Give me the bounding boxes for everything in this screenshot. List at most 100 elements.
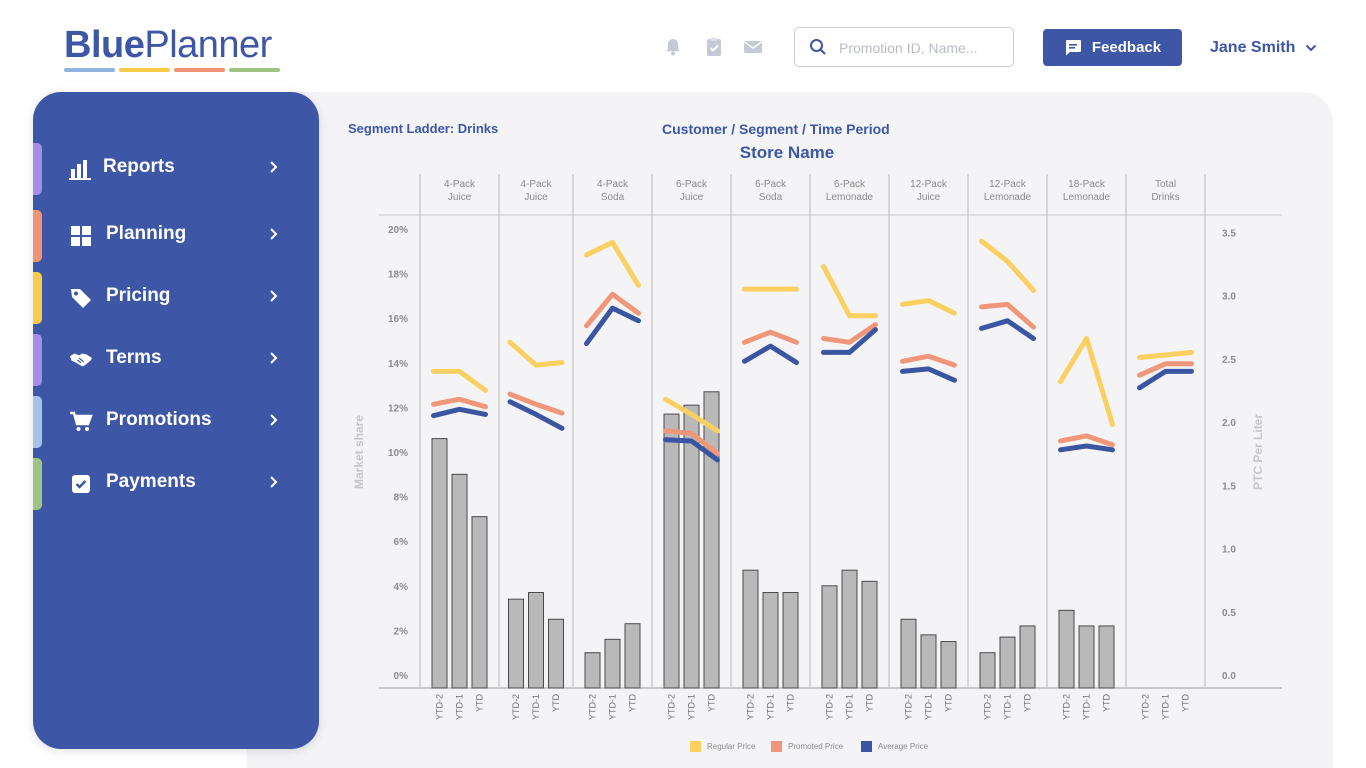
promoted-price-line bbox=[742, 329, 799, 345]
y-tick-right: 0.5 bbox=[1222, 608, 1236, 619]
y-tick-left: 20% bbox=[388, 225, 408, 236]
sidebar-item-pricing[interactable]: Pricing bbox=[33, 272, 319, 324]
market-share-bar bbox=[940, 641, 957, 689]
feedback-label: Feedback bbox=[1091, 39, 1162, 56]
search-input[interactable] bbox=[839, 37, 999, 59]
user-menu[interactable]: Jane Smith bbox=[1210, 38, 1317, 58]
feedback-button[interactable]: Feedback bbox=[1043, 29, 1182, 66]
store-title: Store Name bbox=[739, 143, 835, 162]
period-label: YTD bbox=[786, 693, 796, 712]
legend-swatch bbox=[690, 740, 701, 752]
period-label: YTD-1 bbox=[1003, 694, 1013, 720]
chevron-right-icon bbox=[270, 352, 278, 364]
period-label: YTD-1 bbox=[1161, 694, 1171, 720]
user-name: Jane Smith bbox=[1210, 39, 1296, 56]
promoted-price-line bbox=[1137, 361, 1194, 378]
promoted-price-line bbox=[584, 291, 641, 329]
chevron-right-icon bbox=[270, 228, 278, 240]
market-share-bar bbox=[471, 516, 488, 689]
chevron-right-icon bbox=[270, 476, 278, 488]
average-price-line bbox=[1058, 443, 1115, 453]
nav-accent bbox=[33, 210, 42, 262]
period-label: YTD bbox=[707, 693, 717, 712]
y-tick-left: 18% bbox=[388, 270, 408, 281]
checkbox-icon bbox=[72, 475, 90, 493]
chevron-right-icon bbox=[270, 290, 278, 302]
chevron-right-icon bbox=[270, 414, 278, 426]
group-header: 6-Pack bbox=[676, 179, 708, 190]
period-label: YTD bbox=[1102, 693, 1112, 712]
nav-accent bbox=[33, 334, 42, 386]
search-box[interactable] bbox=[794, 27, 1014, 67]
logo-bar bbox=[119, 68, 170, 72]
period-label: YTD-2 bbox=[511, 694, 521, 720]
clipboard-check-icon[interactable] bbox=[703, 36, 725, 58]
nav-accent bbox=[33, 396, 42, 448]
group-header: 4-Pack bbox=[597, 179, 629, 190]
market-share-bar bbox=[703, 391, 720, 689]
legend-item-regular: Regular Price bbox=[690, 740, 755, 752]
legend-swatch bbox=[771, 740, 782, 752]
sidebar-item-terms[interactable]: Terms bbox=[33, 334, 319, 386]
average-price-line bbox=[1137, 368, 1194, 391]
logo-bar bbox=[64, 68, 115, 72]
market-share-bar bbox=[1019, 625, 1036, 689]
legend-swatch bbox=[861, 740, 872, 752]
logo-color-bars bbox=[64, 68, 280, 72]
logo-bar bbox=[229, 68, 280, 72]
sidebar-item-reports[interactable]: Reports bbox=[33, 143, 319, 195]
app-logo[interactable]: BluePlanner bbox=[64, 24, 284, 76]
group-header: Total bbox=[1155, 179, 1176, 190]
average-price-line bbox=[507, 399, 565, 431]
grid-icon bbox=[71, 226, 91, 246]
chat-icon bbox=[1065, 40, 1081, 56]
period-label: YTD-2 bbox=[667, 694, 677, 720]
market-share-bar bbox=[821, 585, 838, 689]
market-share-bar bbox=[548, 618, 564, 689]
group-header: Lemonade bbox=[1063, 192, 1111, 203]
average-price-line bbox=[663, 437, 720, 463]
market-share-bar bbox=[451, 473, 468, 689]
y-tick-left: 8% bbox=[394, 493, 409, 504]
sidebar-item-promotions[interactable]: Promotions bbox=[33, 396, 319, 448]
sidebar-item-planning[interactable]: Planning bbox=[33, 210, 319, 262]
period-label: YTD bbox=[1181, 693, 1191, 712]
average-price-line bbox=[584, 305, 641, 347]
promoted-price-line bbox=[1058, 433, 1115, 448]
y-tick-left: 4% bbox=[394, 582, 409, 593]
group-header: Soda bbox=[601, 192, 625, 203]
y-tick-left: 10% bbox=[388, 448, 408, 459]
period-label: YTD-1 bbox=[924, 694, 934, 720]
period-label: YTD bbox=[865, 693, 875, 712]
y-tick-right: 3.5 bbox=[1222, 228, 1236, 239]
regular-price-line bbox=[663, 396, 720, 434]
legend-item-average: Average Price bbox=[861, 740, 928, 752]
average-price-line bbox=[821, 327, 878, 355]
period-label: YTD-1 bbox=[531, 694, 541, 720]
y-tick-left: 0% bbox=[394, 671, 409, 682]
market-share-bar bbox=[604, 638, 621, 689]
sidebar-item-payments[interactable]: Payments bbox=[33, 458, 319, 510]
period-label: YTD bbox=[628, 693, 638, 712]
period-label: YTD-1 bbox=[455, 694, 465, 720]
group-header: Juice bbox=[680, 192, 704, 203]
logo-bar bbox=[174, 68, 225, 72]
regular-price-line bbox=[1058, 336, 1115, 428]
tag-icon bbox=[71, 289, 91, 308]
regular-price-line bbox=[584, 239, 641, 288]
y-axis-label-left: Market share bbox=[352, 415, 366, 489]
market-share-bar bbox=[584, 652, 601, 689]
group-header: Juice bbox=[917, 192, 941, 203]
mail-icon[interactable] bbox=[742, 36, 764, 58]
segment-label: Segment Ladder: Drinks bbox=[348, 121, 499, 136]
market-share-bar bbox=[861, 580, 878, 689]
period-label: YTD bbox=[551, 693, 561, 712]
period-label: YTD-2 bbox=[983, 694, 993, 720]
market-share-bar bbox=[663, 413, 680, 689]
market-share-bar bbox=[1078, 625, 1095, 689]
chevron-right-icon bbox=[270, 161, 278, 173]
bell-icon[interactable] bbox=[662, 36, 684, 58]
sidebar-item-label: Reports bbox=[103, 156, 175, 177]
period-label: YTD-2 bbox=[1141, 694, 1151, 720]
promoted-price-line bbox=[821, 322, 878, 345]
